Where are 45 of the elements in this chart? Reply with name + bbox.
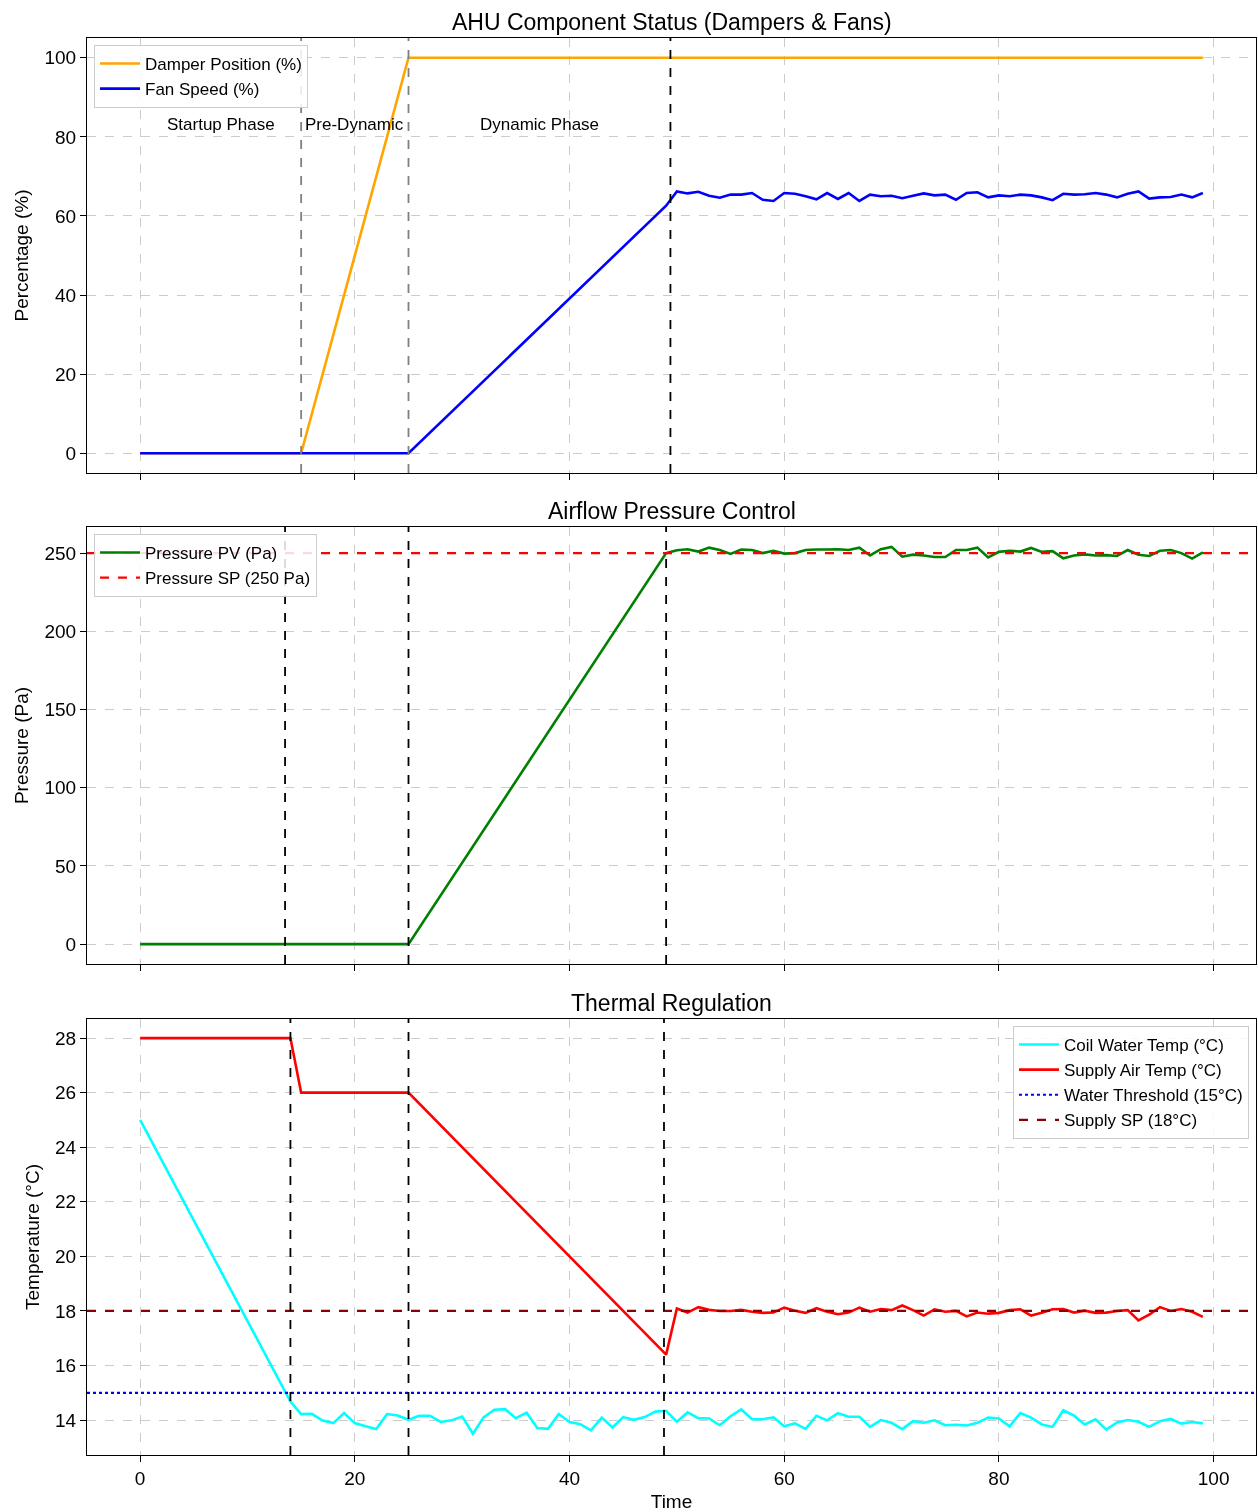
- y-tick-label: 50: [54, 855, 77, 877]
- y-tick-label: 100: [44, 777, 77, 799]
- y-tick-label: 20: [54, 1246, 77, 1268]
- annotation: Dynamic Phase: [480, 115, 600, 134]
- x-tick-label: 40: [558, 1467, 581, 1489]
- line-series: [138, 190, 1205, 455]
- x-axis-title: Time: [650, 1491, 693, 1512]
- chart-title: AHU Component Status (Dampers & Fans): [452, 9, 892, 35]
- x-tick-label: 60: [773, 1467, 795, 1489]
- y-tick-label: 26: [54, 1082, 77, 1104]
- y-tick-label: 20: [54, 363, 77, 385]
- y-tick-label: 40: [54, 284, 77, 306]
- legend-label: Damper Position (%): [145, 55, 302, 75]
- legend-label: Pressure PV (Pa): [145, 544, 278, 564]
- chart-title: Thermal Regulation: [571, 990, 772, 1016]
- legend-label: Supply SP (18°C): [1063, 1111, 1198, 1131]
- y-axis-title: Percentage (%): [11, 189, 33, 322]
- y-tick-label: 0: [65, 442, 77, 464]
- x-tick-label: 0: [134, 1467, 146, 1489]
- y-tick-label: 0: [65, 933, 77, 955]
- legend-label: Water Threshold (15°C): [1063, 1086, 1243, 1106]
- y-tick-label: 24: [54, 1136, 77, 1158]
- y-tick-label: 60: [54, 205, 77, 227]
- y-tick-label: 200: [44, 620, 77, 642]
- legend-label: Pressure SP (250 Pa): [145, 569, 311, 589]
- y-axis-title: Pressure (Pa): [11, 686, 33, 805]
- y-tick-label: 250: [44, 542, 77, 564]
- annotation: Startup Phase: [167, 115, 275, 134]
- y-tick-label: 150: [44, 699, 77, 721]
- x-tick-label: 80: [988, 1467, 1010, 1489]
- legend-label: Fan Speed (%): [145, 80, 260, 100]
- y-tick-label: 80: [54, 126, 77, 148]
- y-tick-label: 14: [54, 1409, 77, 1431]
- line-series: [138, 545, 1205, 946]
- y-tick-label: 16: [54, 1355, 77, 1377]
- x-tick-label: 100: [1197, 1467, 1230, 1489]
- y-tick-label: 28: [54, 1027, 77, 1049]
- y-tick-label: 100: [44, 47, 77, 69]
- x-tick-label: 20: [344, 1467, 366, 1489]
- y-tick-label: 18: [54, 1300, 77, 1322]
- y-axis-title: Temperature (°C): [21, 1164, 43, 1310]
- chart-title: Airflow Pressure Control: [548, 498, 796, 524]
- y-tick-label: 22: [54, 1191, 77, 1213]
- legend-label: Coil Water Temp (°C): [1063, 1036, 1224, 1056]
- legend-label: Supply Air Temp (°C): [1063, 1061, 1222, 1081]
